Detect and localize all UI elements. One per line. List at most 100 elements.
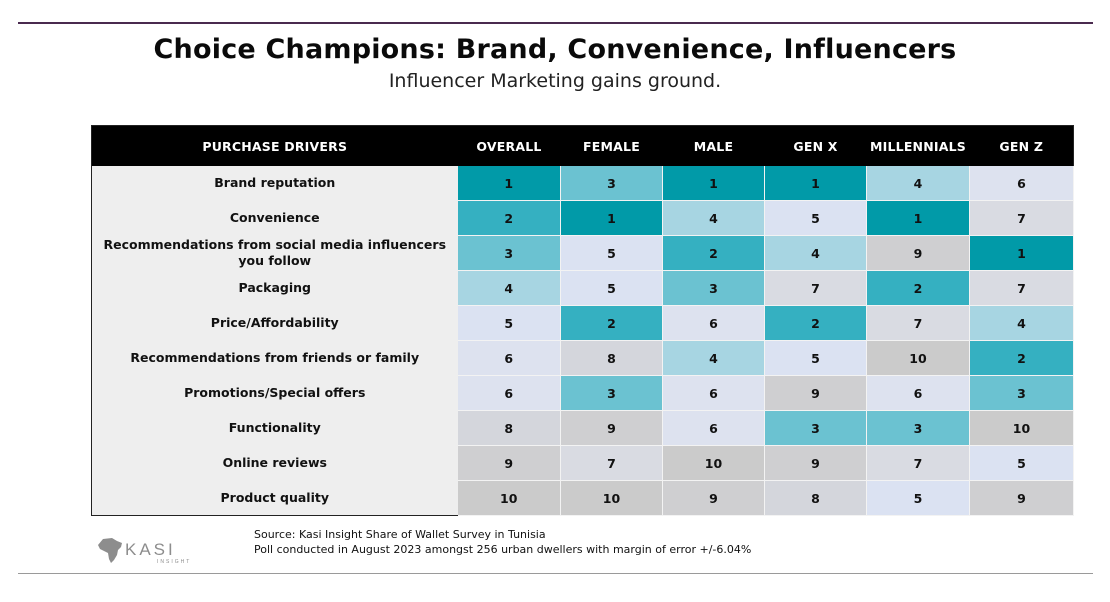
table-row: Promotions/Special offers 6 3 6 9 6 3 bbox=[91, 375, 1074, 411]
column-header-male: MALE bbox=[662, 125, 765, 166]
rank-cell: 3 bbox=[560, 375, 663, 411]
table-row: Recommendations from friends or family 6 8… bbox=[91, 340, 1074, 376]
source-note: Source: Kasi Insight Share of Wallet Sur… bbox=[254, 527, 751, 557]
rank-cell: 4 bbox=[764, 235, 867, 271]
rank-cell: 6 bbox=[662, 375, 765, 411]
rank-cell: 2 bbox=[662, 235, 765, 271]
driver-label: Recommendations from social media influe… bbox=[91, 235, 458, 271]
rank-cell: 5 bbox=[764, 200, 867, 236]
table-row: Packaging 4 5 3 7 2 7 bbox=[91, 270, 1074, 306]
rank-cell: 4 bbox=[866, 166, 970, 201]
column-header-gen-x: GEN X bbox=[764, 125, 867, 166]
rank-cell: 5 bbox=[457, 305, 561, 341]
source-line-1: Source: Kasi Insight Share of Wallet Sur… bbox=[254, 528, 546, 541]
table-row: Online reviews 9 7 10 9 7 5 bbox=[91, 445, 1074, 481]
driver-label: Promotions/Special offers bbox=[91, 375, 458, 411]
rank-cell: 7 bbox=[866, 445, 970, 481]
table-row: Recommendations from social media influe… bbox=[91, 235, 1074, 271]
rank-cell: 6 bbox=[457, 340, 561, 376]
rank-cell: 4 bbox=[457, 270, 561, 306]
rank-cell: 6 bbox=[866, 375, 970, 411]
rank-cell: 9 bbox=[764, 375, 867, 411]
rank-cell: 2 bbox=[457, 200, 561, 236]
table-row: Brand reputation 1 3 1 1 4 6 bbox=[91, 166, 1074, 201]
rank-cell: 4 bbox=[969, 305, 1074, 341]
driver-label: Brand reputation bbox=[91, 166, 458, 201]
logo-text: KASI bbox=[125, 540, 176, 559]
rank-cell: 5 bbox=[560, 270, 663, 306]
rank-cell: 1 bbox=[457, 166, 561, 201]
column-header-millennials: MILLENNIALS bbox=[866, 125, 970, 166]
table-row: Product quality 10 10 9 8 5 9 bbox=[91, 480, 1074, 516]
column-header-female: FEMALE bbox=[560, 125, 663, 166]
rank-cell: 3 bbox=[662, 270, 765, 306]
rank-cell: 8 bbox=[764, 480, 867, 516]
source-line-2: Poll conducted in August 2023 amongst 25… bbox=[254, 543, 752, 556]
table-header-row: PURCHASE DRIVERS OVERALL FEMALE MALE GEN… bbox=[91, 125, 1074, 166]
rank-cell: 3 bbox=[457, 235, 561, 271]
driver-label: Functionality bbox=[91, 410, 458, 446]
table-body: Brand reputation 1 3 1 1 4 6 Convenience 2 1 4 5 1 7 R… bbox=[91, 166, 1074, 516]
rank-cell: 3 bbox=[764, 410, 867, 446]
rank-cell: 7 bbox=[560, 445, 663, 481]
rank-cell: 2 bbox=[969, 340, 1074, 376]
driver-label: Packaging bbox=[91, 270, 458, 306]
logo-subtext: INSIGHT bbox=[157, 559, 191, 565]
rank-cell: 3 bbox=[560, 166, 663, 201]
chart-title: Choice Champions: Brand, Convenience, In… bbox=[153, 34, 957, 65]
rank-cell: 1 bbox=[969, 235, 1074, 271]
rank-cell: 4 bbox=[662, 200, 765, 236]
rank-cell: 10 bbox=[969, 410, 1074, 446]
driver-label: Convenience bbox=[91, 200, 458, 236]
kasi-insight-logo: KASI INSIGHT bbox=[98, 538, 191, 565]
rank-cell: 7 bbox=[764, 270, 867, 306]
rank-cell: 8 bbox=[560, 340, 663, 376]
driver-label: Product quality bbox=[91, 480, 458, 516]
chart-subtitle: Influencer Marketing gains ground. bbox=[388, 70, 722, 92]
bottom-divider bbox=[18, 573, 1093, 574]
top-divider bbox=[18, 22, 1093, 24]
rank-cell: 3 bbox=[866, 410, 970, 446]
rank-cell: 10 bbox=[662, 445, 765, 481]
rank-cell: 9 bbox=[866, 235, 970, 271]
rank-cell: 1 bbox=[764, 166, 867, 201]
table-row: Functionality 8 9 6 3 3 10 bbox=[91, 410, 1074, 446]
rank-cell: 1 bbox=[866, 200, 970, 236]
rank-cell: 8 bbox=[457, 410, 561, 446]
rank-cell: 1 bbox=[560, 200, 663, 236]
rank-cell: 9 bbox=[457, 445, 561, 481]
table-row: Convenience 2 1 4 5 1 7 bbox=[91, 200, 1074, 236]
rank-cell: 1 bbox=[662, 166, 765, 201]
rank-cell: 6 bbox=[969, 166, 1074, 201]
driver-label: Online reviews bbox=[91, 445, 458, 481]
driver-label: Recommendations from friends or family bbox=[91, 340, 458, 376]
column-header-purchase-drivers: PURCHASE DRIVERS bbox=[91, 125, 458, 166]
column-header-gen-z: GEN Z bbox=[969, 125, 1074, 166]
rank-cell: 3 bbox=[969, 375, 1074, 411]
rank-cell: 6 bbox=[662, 410, 765, 446]
table-row: Price/Affordability 5 2 6 2 7 4 bbox=[91, 305, 1074, 341]
rank-cell: 2 bbox=[764, 305, 867, 341]
column-header-overall: OVERALL bbox=[457, 125, 561, 166]
rank-cell: 9 bbox=[764, 445, 867, 481]
africa-map-icon bbox=[98, 538, 122, 563]
rank-cell: 9 bbox=[969, 480, 1074, 516]
rank-cell: 10 bbox=[457, 480, 561, 516]
rank-cell: 6 bbox=[457, 375, 561, 411]
rank-cell: 9 bbox=[662, 480, 765, 516]
ranking-table: PURCHASE DRIVERS OVERALL FEMALE MALE GEN… bbox=[91, 125, 1074, 516]
rank-cell: 9 bbox=[560, 410, 663, 446]
rank-cell: 6 bbox=[662, 305, 765, 341]
rank-cell: 10 bbox=[560, 480, 663, 516]
driver-label: Price/Affordability bbox=[91, 305, 458, 341]
rank-cell: 5 bbox=[560, 235, 663, 271]
rank-cell: 5 bbox=[866, 480, 970, 516]
rank-cell: 5 bbox=[764, 340, 867, 376]
rank-cell: 7 bbox=[969, 270, 1074, 306]
rank-cell: 7 bbox=[866, 305, 970, 341]
rank-cell: 4 bbox=[662, 340, 765, 376]
rank-cell: 5 bbox=[969, 445, 1074, 481]
rank-cell: 2 bbox=[866, 270, 970, 306]
rank-cell: 7 bbox=[969, 200, 1074, 236]
rank-cell: 10 bbox=[866, 340, 970, 376]
